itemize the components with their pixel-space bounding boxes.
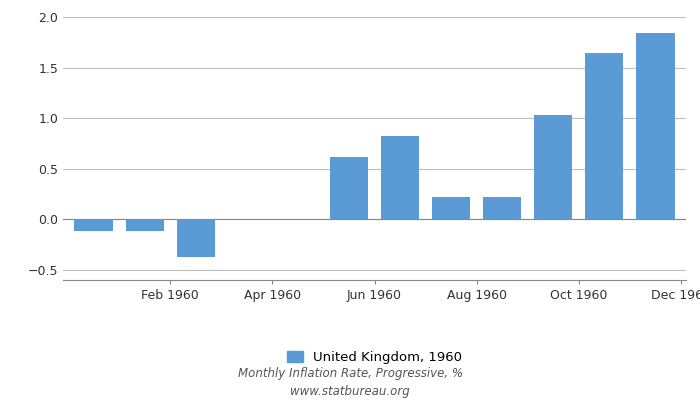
Bar [125, 219, 164, 232]
Bar [534, 115, 573, 219]
Bar [381, 136, 419, 219]
Bar [585, 54, 624, 219]
Legend: United Kingdom, 1960: United Kingdom, 1960 [281, 346, 468, 369]
Bar [176, 219, 215, 257]
Bar [330, 157, 368, 219]
Bar [636, 33, 675, 219]
Text: Monthly Inflation Rate, Progressive, %: Monthly Inflation Rate, Progressive, % [237, 368, 463, 380]
Bar [483, 197, 522, 219]
Bar [74, 219, 113, 232]
Bar [432, 197, 470, 219]
Text: www.statbureau.org: www.statbureau.org [290, 386, 410, 398]
